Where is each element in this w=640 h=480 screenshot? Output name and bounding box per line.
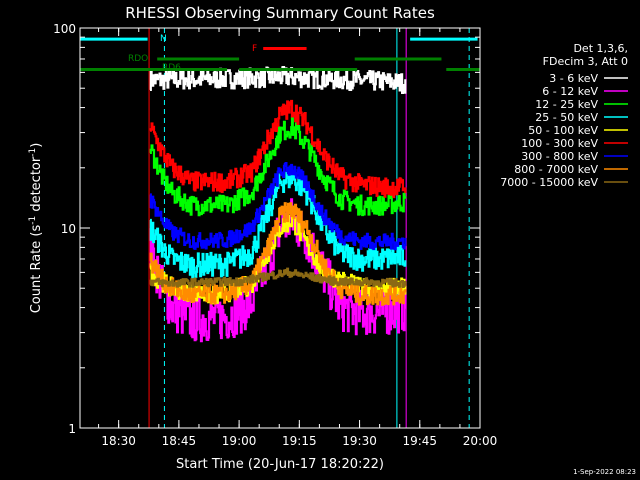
series-line-7 xyxy=(149,202,407,306)
series-line-2 xyxy=(149,116,407,217)
series-line-6 xyxy=(149,162,407,251)
legend-entry-7: 800 - 7000 keV xyxy=(514,163,598,176)
y-axis: 1 10 100 xyxy=(53,22,480,436)
y-axis-label-mid: detector xyxy=(29,156,44,216)
y-tick-label-1: 10 xyxy=(61,222,76,236)
x-tick-label-3: 19:15 xyxy=(282,434,317,448)
flag-label-rd6: RD6 xyxy=(162,63,181,73)
series-line-5 xyxy=(149,99,407,199)
x-tick-label-0: 18:30 xyxy=(101,434,136,448)
legend-entry-8: 7000 - 15000 keV xyxy=(500,176,598,189)
series-line-0 xyxy=(149,66,407,94)
y-axis-label-sup2: -1 xyxy=(28,148,38,157)
series-line-8 xyxy=(149,267,407,288)
legend-header-line-1: Det 1,3,6, xyxy=(573,42,628,55)
legend-entry-0: 3 - 6 keV xyxy=(549,72,598,85)
y-axis-label: Count Rate (s-1 detector-1) xyxy=(28,143,44,314)
x-axis-label: Start Time (20-Jun-17 18:20:22) xyxy=(176,457,384,472)
legend-entry-3: 25 - 50 keV xyxy=(535,111,598,124)
flag-label-rdo: RDO xyxy=(128,54,148,64)
y-tick-label-0: 1 xyxy=(68,422,76,436)
legend-entry-2: 12 - 25 keV xyxy=(535,98,598,111)
x-tick-label-6: 20:00 xyxy=(463,434,498,448)
legend-entry-6: 300 - 800 keV xyxy=(521,150,598,163)
y-tick-label-2: 100 xyxy=(53,22,76,36)
x-tick-label-4: 19:30 xyxy=(342,434,377,448)
y-axis-label-end: ) xyxy=(29,143,44,148)
y-axis-label-start: Count Rate (s xyxy=(29,225,44,314)
x-axis: 18:30 18:45 19:00 19:15 19:30 19:45 20:00 xyxy=(98,28,498,448)
legend-entry-4: 50 - 100 keV xyxy=(528,124,598,137)
flag-label-n: N xyxy=(160,34,167,44)
legend-header-line-2: FDecim 3, Att 0 xyxy=(543,55,628,68)
legend-entry-5: 100 - 300 keV xyxy=(521,137,598,150)
flag-bars: N F RDO RD6 xyxy=(80,34,480,73)
flag-label-f: F xyxy=(252,44,257,54)
x-tick-label-1: 18:45 xyxy=(162,434,197,448)
series-group xyxy=(149,66,407,343)
x-tick-label-2: 19:00 xyxy=(222,434,257,448)
chart-title: RHESSI Observing Summary Count Rates xyxy=(125,4,435,22)
timestamp: 1-Sep-2022 08:23 xyxy=(573,468,636,476)
y-axis-label-sup1: -1 xyxy=(28,216,38,225)
legend-entry-1: 6 - 12 keV xyxy=(542,85,598,98)
x-tick-label-5: 19:45 xyxy=(402,434,437,448)
